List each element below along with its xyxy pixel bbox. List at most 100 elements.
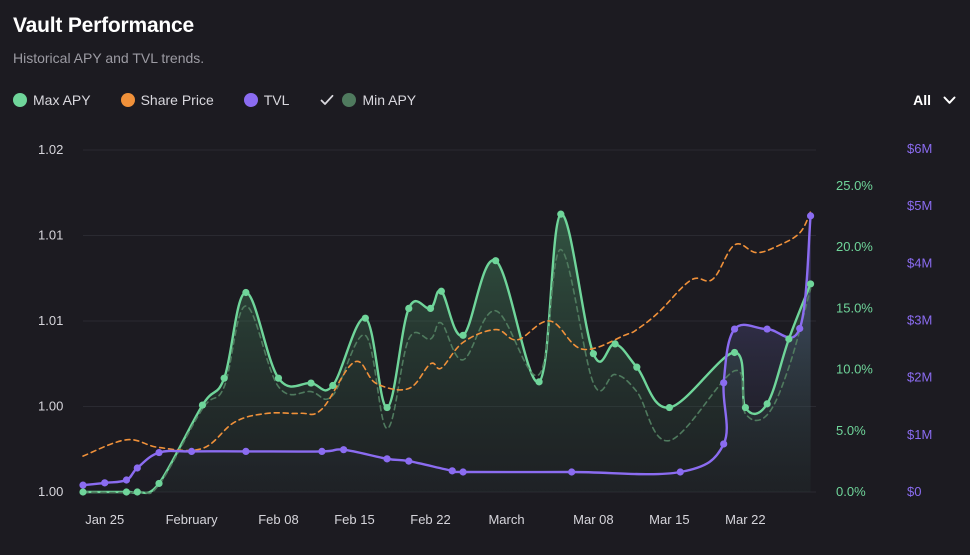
tvl-point[interactable] — [763, 325, 771, 333]
tvl-axis-tick: $1M — [907, 427, 932, 442]
max-apy-point[interactable] — [492, 257, 500, 265]
x-axis-tick: Jan 25 — [85, 512, 124, 527]
tvl-point[interactable] — [318, 447, 326, 456]
max-apy-point[interactable] — [806, 280, 815, 288]
legend: Max APY Share Price TVL Min APY — [13, 92, 446, 108]
max-apy-point[interactable] — [665, 403, 674, 412]
tvl-point[interactable] — [155, 448, 163, 457]
max-apy-point[interactable] — [133, 488, 141, 496]
chart-title: Vault Performance — [13, 14, 195, 37]
time-range-label: All — [913, 92, 931, 108]
tvl-point[interactable] — [133, 464, 141, 472]
max-apy-point[interactable] — [198, 401, 207, 409]
max-apy-point[interactable] — [79, 488, 87, 496]
max-apy-point[interactable] — [459, 331, 467, 339]
max-apy-point[interactable] — [611, 340, 619, 348]
tvl-point[interactable] — [340, 446, 348, 454]
tvl-point[interactable] — [676, 468, 684, 476]
legend-item-tvl[interactable]: TVL — [243, 92, 290, 108]
max-apy-point[interactable] — [785, 335, 793, 343]
series-markers — [79, 210, 815, 496]
tvl-axis-tick: $2M — [907, 370, 932, 385]
axis-labels: 1.00 1.00 1.01 1.01 1.02 0.0% 5.0% 10.0% 15.0% 20… — [38, 141, 932, 527]
tvl-point[interactable] — [720, 440, 728, 448]
tvl-axis-tick: $3M — [907, 313, 932, 328]
legend-item-min-apy[interactable]: Min APY — [319, 92, 416, 108]
max-apy-point[interactable] — [426, 304, 435, 312]
tvl-point[interactable] — [796, 324, 804, 333]
x-axis-tick: Feb 22 — [410, 512, 450, 527]
legend-label-tvl: TVL — [263, 92, 290, 108]
max-apy-point[interactable] — [437, 287, 445, 295]
area-fills — [83, 214, 811, 494]
tvl-point[interactable] — [720, 379, 728, 387]
time-range-dropdown[interactable]: All — [913, 92, 956, 108]
legend-label-max-apy: Max APY — [33, 92, 91, 108]
max-apy-point[interactable] — [155, 479, 163, 488]
tvl-point[interactable] — [79, 481, 87, 489]
share-price-line[interactable] — [82, 210, 812, 457]
min-apy-line[interactable] — [82, 248, 812, 495]
tvl-line[interactable] — [81, 214, 812, 487]
min-apy-dot-icon — [342, 93, 357, 107]
left-axis-tick: 1.00 — [38, 399, 63, 414]
tvl-axis-tick: $4M — [907, 255, 932, 270]
chart-subtitle: Historical APY and TVL trends. — [13, 50, 205, 66]
tvl-point[interactable] — [448, 467, 456, 475]
left-axis-tick: 1.00 — [38, 484, 63, 499]
tvl-point[interactable] — [383, 455, 391, 463]
max-apy-point[interactable] — [633, 363, 641, 371]
left-axis-tick: 1.01 — [38, 228, 63, 243]
max-apy-point[interactable] — [307, 379, 315, 387]
chevron-down-icon — [943, 96, 956, 104]
max-apy-point[interactable] — [589, 350, 597, 358]
legend-item-share-price[interactable]: Share Price — [120, 92, 214, 108]
max-apy-point[interactable] — [274, 374, 283, 382]
max-apy-point[interactable] — [122, 488, 131, 496]
tvl-point[interactable] — [242, 447, 250, 456]
tvl-point[interactable] — [459, 468, 467, 476]
x-axis-tick: Mar 08 — [573, 512, 613, 527]
x-axis-tick: Mar 22 — [725, 512, 765, 527]
max-apy-point[interactable] — [361, 314, 369, 322]
tvl-point[interactable] — [568, 468, 576, 476]
max-apy-point[interactable] — [329, 381, 337, 390]
max-apy-point[interactable] — [730, 348, 739, 357]
apy-axis-tick: 15.0% — [836, 300, 873, 315]
left-axis-tick: 1.01 — [38, 313, 63, 328]
max-apy-point[interactable] — [535, 378, 543, 386]
legend-label-share-price: Share Price — [140, 92, 214, 108]
max-apy-area — [83, 214, 811, 494]
max-apy-dot-icon — [13, 93, 27, 107]
max-apy-point[interactable] — [557, 210, 565, 218]
apy-axis-tick: 0.0% — [836, 484, 866, 499]
tvl-point[interactable] — [187, 447, 196, 456]
apy-axis-tick: 5.0% — [836, 423, 866, 438]
max-apy-point[interactable] — [741, 403, 750, 412]
tvl-axis-tick: $5M — [907, 198, 932, 213]
tvl-axis-tick: $6M — [907, 141, 932, 156]
x-axis-tick: Feb 15 — [334, 512, 374, 527]
max-apy-point[interactable] — [383, 403, 391, 412]
apy-axis-tick: 20.0% — [836, 239, 873, 254]
tvl-point[interactable] — [730, 325, 739, 333]
x-axis-tick: Mar 15 — [649, 512, 689, 527]
tvl-point[interactable] — [101, 479, 109, 487]
max-apy-point[interactable] — [242, 288, 250, 297]
tvl-area — [83, 215, 811, 492]
x-axis-tick: February — [166, 512, 219, 527]
max-apy-point[interactable] — [405, 304, 413, 312]
max-apy-point[interactable] — [220, 374, 228, 382]
max-apy-point[interactable] — [763, 400, 771, 408]
tvl-point[interactable] — [122, 476, 131, 484]
x-axis-tick: March — [488, 512, 524, 527]
tvl-axis-tick: $0 — [907, 484, 921, 499]
left-axis-tick: 1.02 — [38, 142, 63, 157]
share-price-dot-icon — [120, 93, 135, 107]
legend-label-min-apy: Min APY — [362, 92, 417, 108]
tvl-point[interactable] — [405, 457, 413, 465]
legend-item-max-apy[interactable]: Max APY — [13, 92, 91, 108]
tvl-point[interactable] — [806, 212, 815, 220]
check-icon[interactable] — [319, 93, 334, 108]
